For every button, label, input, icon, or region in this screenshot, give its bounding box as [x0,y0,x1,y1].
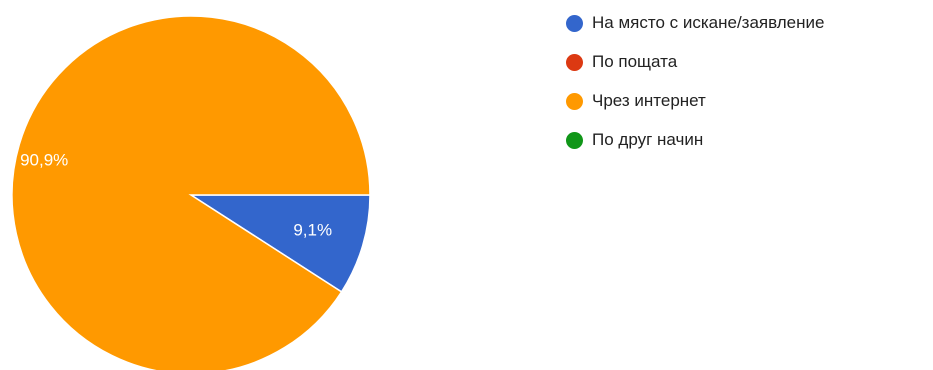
legend-label-on-site: На място с искане/заявление [592,13,825,32]
legend-swatch-other [566,131,583,149]
legend-swatch-internet [566,92,583,110]
legend-item-by-mail[interactable]: По пощата [566,50,824,74]
pie-labels: 9,1% 90,9% [20,150,332,239]
legend-item-on-site[interactable]: На място с искане/заявление [566,11,824,35]
pie-slice-label-on-site: 9,1% [293,220,332,239]
pie-slice-internet[interactable] [11,15,371,370]
legend-item-internet[interactable]: Чрез интернет [566,89,824,113]
pie-slice-on-site[interactable] [188,194,371,293]
chart-legend: На място с искане/заявление По пощата Чр… [566,11,824,167]
pie-slices [11,15,371,370]
legend-label-by-mail: По пощата [592,52,678,71]
legend-label-internet: Чрез интернет [592,91,706,110]
pie-slice-label-internet: 90,9% [20,150,68,169]
legend-label-other: По друг начин [592,130,704,149]
legend-item-other[interactable]: По друг начин [566,128,824,152]
legend-swatch-by-mail [566,53,583,71]
legend-swatch-on-site [566,14,583,32]
